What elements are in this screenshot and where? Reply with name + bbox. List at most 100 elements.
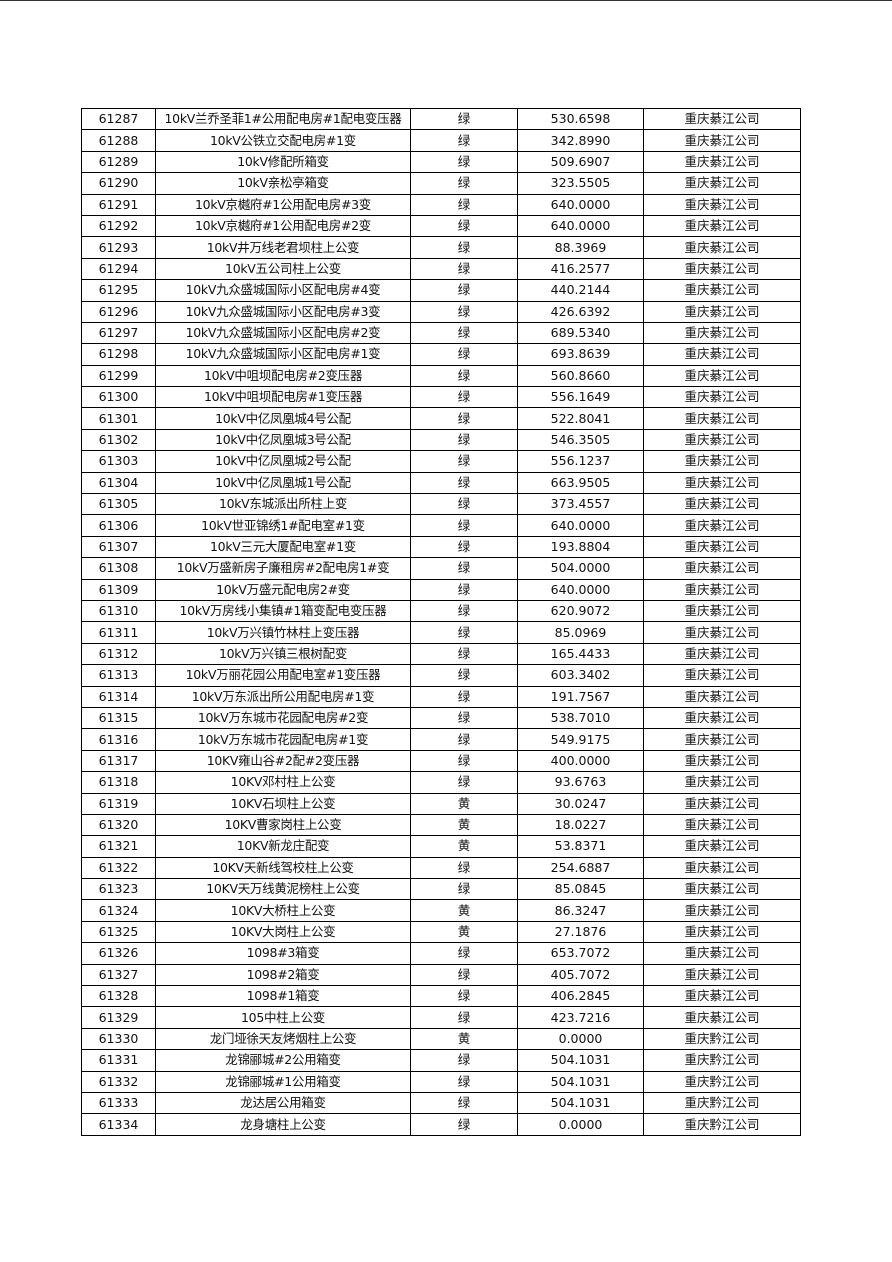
name-cell: 10KV大桥柱上公变 bbox=[155, 899, 411, 922]
name-cell: 1098#2箱变 bbox=[155, 963, 411, 987]
table-row: 61298 10kV九众盛城国际小区配电房#1变绿 693.8639 重庆綦江公司 bbox=[81, 343, 801, 366]
status-cell: 绿 bbox=[410, 771, 518, 794]
value-cell: 53.8371 bbox=[517, 835, 644, 858]
value-cell: 426.6392 bbox=[517, 300, 644, 323]
company-cell: 重庆綦江公司 bbox=[643, 1006, 801, 1029]
status-cell: 绿 bbox=[410, 450, 518, 473]
value-cell: 85.0845 bbox=[517, 878, 644, 901]
row-id-cell: 61321 bbox=[81, 835, 156, 858]
row-id-cell: 61294 bbox=[81, 257, 156, 281]
value-cell: 556.1649 bbox=[517, 386, 644, 409]
status-cell: 绿 bbox=[410, 685, 518, 708]
company-cell: 重庆綦江公司 bbox=[643, 749, 801, 773]
row-id-cell: 61316 bbox=[81, 728, 156, 751]
row-id-cell: 61326 bbox=[81, 942, 156, 965]
table-row: 61318 10KV邓村柱上公变绿 93.6763 重庆綦江公司 bbox=[81, 771, 801, 794]
value-cell: 0.0000 bbox=[517, 1113, 644, 1136]
table-row: 61287 10kV兰乔圣菲1#公用配电房#1配电变压器绿 530.6598 重庆綦江… bbox=[81, 107, 801, 131]
data-table: 61287 10kV兰乔圣菲1#公用配电房#1配电变压器绿 530.6598 重庆綦江… bbox=[81, 107, 801, 1136]
company-cell: 重庆綦江公司 bbox=[643, 236, 801, 259]
name-cell: 10kV万兴镇三根树配变 bbox=[155, 642, 411, 666]
company-cell: 重庆綦江公司 bbox=[643, 193, 801, 216]
value-cell: 423.7216 bbox=[517, 1006, 644, 1029]
status-cell: 绿 bbox=[410, 878, 518, 901]
company-cell: 重庆綦江公司 bbox=[643, 428, 801, 452]
name-cell: 10kV万东城市花园配电房#2变 bbox=[155, 706, 411, 730]
company-cell: 重庆綦江公司 bbox=[643, 129, 801, 152]
name-cell: 10kV九众盛城国际小区配电房#4变 bbox=[155, 279, 411, 302]
company-cell: 重庆綦江公司 bbox=[643, 878, 801, 901]
status-cell: 绿 bbox=[410, 343, 518, 366]
row-id-cell: 61311 bbox=[81, 621, 156, 644]
row-id-cell: 61325 bbox=[81, 920, 156, 944]
table-row: 61314 10kV万东派出所公用配电房#1变绿 191.7567 重庆綦江公司 bbox=[81, 685, 801, 708]
status-cell: 绿 bbox=[410, 172, 518, 195]
table-row: 61323 10KV天万线黄泥榜柱上公变绿 85.0845 重庆綦江公司 bbox=[81, 878, 801, 901]
company-cell: 重庆綦江公司 bbox=[643, 771, 801, 794]
name-cell: 10KV邓村柱上公变 bbox=[155, 771, 411, 794]
table-row: 61297 10kV九众盛城国际小区配电房#2变绿 689.5340 重庆綦江公司 bbox=[81, 321, 801, 345]
row-id-cell: 61295 bbox=[81, 279, 156, 302]
name-cell: 10kV五公司柱上公变 bbox=[155, 257, 411, 281]
company-cell: 重庆綦江公司 bbox=[643, 279, 801, 302]
value-cell: 400.0000 bbox=[517, 749, 644, 773]
table-row: 61299 10kV中咀坝配电房#2变压器绿 560.8660 重庆綦江公司 bbox=[81, 364, 801, 388]
company-cell: 重庆綦江公司 bbox=[643, 963, 801, 987]
company-cell: 重庆綦江公司 bbox=[643, 557, 801, 580]
name-cell: 10KV雍山谷#2配#2变压器 bbox=[155, 749, 411, 773]
table-row: 61307 10kV三元大厦配电室#1变绿 193.8804 重庆綦江公司 bbox=[81, 535, 801, 559]
company-cell: 重庆綦江公司 bbox=[643, 493, 801, 516]
company-cell: 重庆黔江公司 bbox=[643, 1113, 801, 1136]
status-cell: 绿 bbox=[410, 107, 518, 131]
status-cell: 绿 bbox=[410, 599, 518, 623]
table-row: 61292 10kV京樾府#1公用配电房#2变绿 640.0000 重庆綦江公司 bbox=[81, 214, 801, 238]
value-cell: 18.0227 bbox=[517, 813, 644, 837]
company-cell: 重庆綦江公司 bbox=[643, 343, 801, 366]
table-row: 61313 10kV万丽花园公用配电室#1变压器绿 603.3402 重庆綦江公司 bbox=[81, 664, 801, 687]
name-cell: 10kV修配所箱变 bbox=[155, 150, 411, 174]
value-cell: 689.5340 bbox=[517, 321, 644, 345]
row-id-cell: 61308 bbox=[81, 557, 156, 580]
company-cell: 重庆綦江公司 bbox=[643, 300, 801, 323]
status-cell: 绿 bbox=[410, 1006, 518, 1029]
status-cell: 黄 bbox=[410, 813, 518, 837]
name-cell: 10kV九众盛城国际小区配电房#1变 bbox=[155, 343, 411, 366]
company-cell: 重庆綦江公司 bbox=[643, 599, 801, 623]
row-id-cell: 61293 bbox=[81, 236, 156, 259]
value-cell: 504.1031 bbox=[517, 1091, 644, 1115]
company-cell: 重庆綦江公司 bbox=[643, 920, 801, 944]
status-cell: 绿 bbox=[410, 963, 518, 987]
company-cell: 重庆綦江公司 bbox=[643, 728, 801, 751]
status-cell: 黄 bbox=[410, 792, 518, 815]
status-cell: 绿 bbox=[410, 493, 518, 516]
status-cell: 绿 bbox=[410, 1070, 518, 1093]
value-cell: 405.7072 bbox=[517, 963, 644, 987]
row-id-cell: 61291 bbox=[81, 193, 156, 216]
row-id-cell: 61328 bbox=[81, 985, 156, 1008]
name-cell: 10kV中亿凤凰城4号公配 bbox=[155, 407, 411, 430]
name-cell: 10kV九众盛城国际小区配电房#2变 bbox=[155, 321, 411, 345]
status-cell: 绿 bbox=[410, 193, 518, 216]
table-row: 61301 10kV中亿凤凰城4号公配绿 522.8041 重庆綦江公司 bbox=[81, 407, 801, 430]
value-cell: 191.7567 bbox=[517, 685, 644, 708]
name-cell: 10KV大岗柱上公变 bbox=[155, 920, 411, 944]
status-cell: 绿 bbox=[410, 642, 518, 666]
company-cell: 重庆綦江公司 bbox=[643, 792, 801, 815]
status-cell: 绿 bbox=[410, 257, 518, 281]
table-row: 61305 10kV东城派出所柱上变绿 373.4557 重庆綦江公司 bbox=[81, 493, 801, 516]
company-cell: 重庆綦江公司 bbox=[643, 214, 801, 238]
status-cell: 绿 bbox=[410, 856, 518, 880]
status-cell: 绿 bbox=[410, 214, 518, 238]
name-cell: 10kV万东派出所公用配电房#1变 bbox=[155, 685, 411, 708]
table-row: 61295 10kV九众盛城国际小区配电房#4变绿 440.2144 重庆綦江公司 bbox=[81, 279, 801, 302]
row-id-cell: 61300 bbox=[81, 386, 156, 409]
company-cell: 重庆綦江公司 bbox=[643, 664, 801, 687]
company-cell: 重庆綦江公司 bbox=[643, 150, 801, 174]
status-cell: 绿 bbox=[410, 706, 518, 730]
row-id-cell: 61290 bbox=[81, 172, 156, 195]
table-row: 61324 10KV大桥柱上公变黄 86.3247 重庆綦江公司 bbox=[81, 899, 801, 922]
status-cell: 黄 bbox=[410, 835, 518, 858]
row-id-cell: 61320 bbox=[81, 813, 156, 837]
company-cell: 重庆綦江公司 bbox=[643, 471, 801, 495]
company-cell: 重庆綦江公司 bbox=[643, 107, 801, 131]
